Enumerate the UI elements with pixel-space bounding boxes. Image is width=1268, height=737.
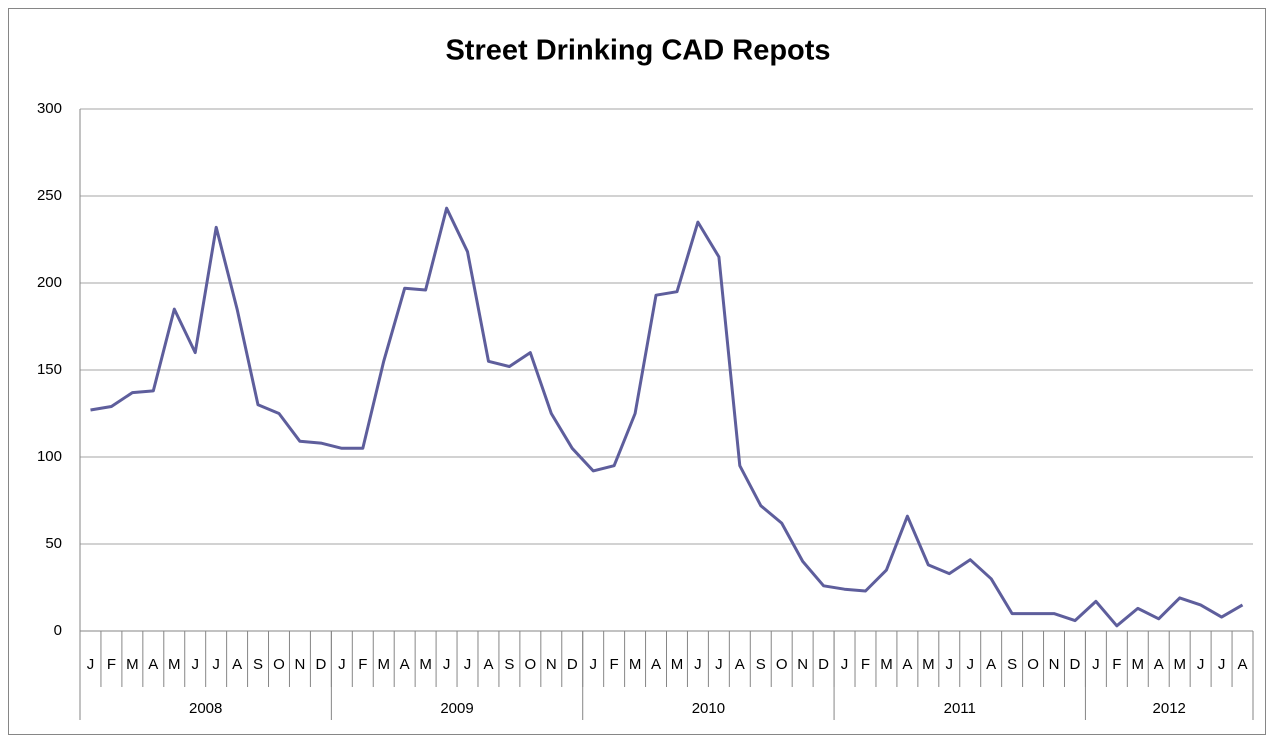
x-tick-label: J — [338, 656, 346, 673]
x-tick-label: O — [525, 656, 537, 673]
y-tick-label: 200 — [37, 274, 62, 291]
x-tick-label: J — [212, 656, 220, 673]
y-tick-label: 250 — [37, 187, 62, 204]
x-tick-label: F — [861, 656, 870, 673]
chart-border — [8, 8, 1266, 735]
year-label: 2012 — [1153, 700, 1186, 717]
x-tick-label: D — [315, 656, 326, 673]
x-tick-label: F — [610, 656, 619, 673]
x-tick-label: J — [946, 656, 954, 673]
y-tick-label: 0 — [54, 622, 62, 639]
x-tick-label: A — [651, 656, 661, 673]
x-tick-label: J — [443, 656, 451, 673]
y-tick-label: 100 — [37, 448, 62, 465]
x-tick-label: M — [377, 656, 390, 673]
x-tick-label: O — [273, 656, 285, 673]
y-tick-label: 300 — [37, 100, 62, 117]
x-tick-label: D — [1070, 656, 1081, 673]
chart-title: Street Drinking CAD Repots — [445, 35, 830, 67]
x-tick-label: J — [966, 656, 974, 673]
x-tick-label: O — [1027, 656, 1039, 673]
x-tick-label: F — [358, 656, 367, 673]
x-tick-label: N — [546, 656, 557, 673]
x-tick-label: J — [841, 656, 849, 673]
x-tick-label: M — [168, 656, 181, 673]
data-line — [90, 206, 1244, 628]
x-tick-label: D — [818, 656, 829, 673]
x-tick-label: A — [902, 656, 912, 673]
x-tick-label: F — [1112, 656, 1121, 673]
x-tick-label: J — [715, 656, 723, 673]
x-tick-label: J — [87, 656, 95, 673]
x-tick-label: M — [126, 656, 139, 673]
year-label: 2009 — [440, 700, 473, 717]
x-tick-label: J — [589, 656, 597, 673]
x-tick-label: M — [419, 656, 432, 673]
x-tick-label: F — [107, 656, 116, 673]
year-label: 2010 — [692, 700, 725, 717]
x-tick-label: J — [694, 656, 702, 673]
y-tick-label: 50 — [45, 535, 62, 552]
x-tick-label: J — [464, 656, 472, 673]
y-tick-label: 150 — [37, 361, 62, 378]
x-tick-label: A — [735, 656, 745, 673]
x-tick-label: M — [922, 656, 935, 673]
x-tick-label: J — [191, 656, 199, 673]
x-tick-label: A — [232, 656, 242, 673]
x-tick-label: M — [1132, 656, 1145, 673]
x-tick-label: A — [986, 656, 996, 673]
x-tick-label: M — [880, 656, 893, 673]
x-tick-label: N — [1049, 656, 1060, 673]
x-tick-label: S — [756, 656, 766, 673]
x-tick-label: S — [253, 656, 263, 673]
x-tick-label: J — [1092, 656, 1100, 673]
year-label: 2008 — [189, 700, 222, 717]
x-tick-label: N — [295, 656, 306, 673]
x-tick-label: J — [1218, 656, 1226, 673]
x-tick-label: D — [567, 656, 578, 673]
x-tick-label: A — [148, 656, 158, 673]
year-label: 2011 — [944, 700, 976, 717]
x-tick-label: A — [483, 656, 493, 673]
x-tick-label: S — [504, 656, 514, 673]
x-tick-label: S — [1007, 656, 1017, 673]
x-tick-label: A — [400, 656, 410, 673]
x-tick-label: A — [1154, 656, 1164, 673]
x-tick-label: A — [1238, 656, 1248, 673]
x-tick-label: J — [1197, 656, 1205, 673]
x-tick-label: M — [1173, 656, 1186, 673]
x-tick-label: O — [776, 656, 788, 673]
x-tick-label: M — [629, 656, 642, 673]
x-tick-label: N — [797, 656, 808, 673]
x-tick-label: M — [671, 656, 684, 673]
